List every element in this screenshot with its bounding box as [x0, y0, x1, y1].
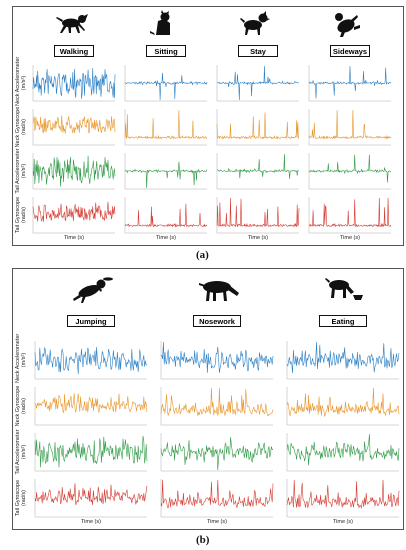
panel_a-stay-2-series — [216, 153, 300, 179]
panel_b-nosework-1-series — [160, 387, 274, 416]
row-label: Tail Accelerometer (m/s²) — [15, 148, 27, 194]
activity-label-nosework: Nosework — [193, 315, 241, 327]
panel-a: Walking Time (s) Sitting Time (s) Stay Time (… — [12, 6, 404, 246]
panel_a-sideways-0-series — [308, 65, 392, 99]
dog-stay-icon — [240, 11, 270, 35]
caption-a: (a) — [196, 249, 209, 261]
panel_b-nosework-0-series — [160, 341, 274, 373]
panel_a-svg — [32, 10, 392, 234]
panel_a-walking-3-series — [32, 201, 116, 222]
dog-stay-icon — [240, 11, 270, 35]
dog-sideways-icon — [335, 13, 360, 37]
activity-label-jumping: Jumping — [67, 315, 115, 327]
activity-label-walking: Walking — [54, 45, 94, 57]
panel_a-sitting-0-series — [124, 72, 208, 101]
row-label: Tail Gyroscope (rad/s) — [15, 196, 27, 234]
panel_b-eating-0-series — [286, 341, 400, 374]
dog-walking-icon — [56, 14, 88, 33]
x-axis-label: Time (s) — [340, 235, 360, 241]
panel_b-svg — [34, 277, 400, 518]
panel_b-jumping-0-series — [34, 346, 148, 375]
panel_a-stay-1-series — [216, 112, 300, 140]
x-axis-label: Time (s) — [207, 519, 227, 525]
panel_b-eating-1-series — [286, 387, 400, 418]
panel_a-stay-3-series — [216, 197, 300, 228]
row-label: Neck Accelerometer (m/s²) — [15, 56, 27, 106]
dog-nosework-icon — [199, 281, 239, 301]
panel_a-walking-0-series — [32, 67, 116, 99]
dog-nosework-icon — [199, 281, 239, 301]
activity-label-eating: Eating — [319, 315, 367, 327]
panel_a-sideways-1-series — [308, 109, 391, 140]
row-label: Tail Gyroscope (rad/s) — [15, 479, 27, 517]
dog-walking-icon — [56, 14, 88, 33]
panel_b-jumping-1-series — [34, 393, 148, 414]
panel_a-sitting-3-series — [124, 203, 208, 228]
panel_a-walking-2-series — [32, 155, 116, 187]
panel_a-sideways-3-series — [308, 197, 392, 228]
panel_a-sitting-2-series — [124, 161, 208, 189]
row-label: Tail Accelerometer (m/s²) — [15, 429, 27, 475]
activity-label-sideways: Sideways — [330, 45, 370, 57]
panel-b: Jumping Time (s) Nosework Time (s) Eating Tim… — [12, 268, 404, 530]
caption-b: (b) — [196, 534, 210, 546]
panel_a-stay-0-series — [216, 65, 300, 101]
dog-sideways-icon — [335, 13, 360, 37]
row-label: Neck Accelerometer (m/s²) — [15, 333, 27, 383]
panel_b-nosework-3-series — [160, 479, 274, 509]
x-axis-label: Time (s) — [156, 235, 176, 241]
panel_b-jumping-2-series — [34, 435, 148, 468]
x-axis-label: Time (s) — [81, 519, 101, 525]
dog-sitting-icon — [150, 10, 170, 35]
x-axis-label: Time (s) — [333, 519, 353, 525]
panel_b-jumping-3-series — [34, 483, 148, 506]
panel_a-sideways-2-series — [308, 154, 392, 183]
dog-jumping-icon — [73, 277, 113, 303]
x-axis-label: Time (s) — [248, 235, 268, 241]
dog-sitting-icon — [150, 10, 170, 35]
row-label: Neck Gyroscope (rad/s) — [15, 106, 27, 148]
panel_b-eating-3-series — [286, 479, 400, 509]
panel_a-sitting-1-series — [124, 109, 208, 140]
x-axis-label: Time (s) — [64, 235, 84, 241]
dog-eating-icon — [325, 278, 363, 300]
dog-eating-icon — [325, 278, 363, 300]
row-label: Neck Gyroscope (rad/s) — [15, 385, 27, 427]
panel_b-eating-2-series — [286, 433, 400, 466]
activity-label-sitting: Sitting — [146, 45, 186, 57]
panel_b-nosework-2-series — [160, 437, 274, 471]
dog-jumping-icon — [73, 277, 113, 303]
panel_a-walking-1-series — [32, 115, 116, 134]
activity-label-stay: Stay — [238, 45, 278, 57]
